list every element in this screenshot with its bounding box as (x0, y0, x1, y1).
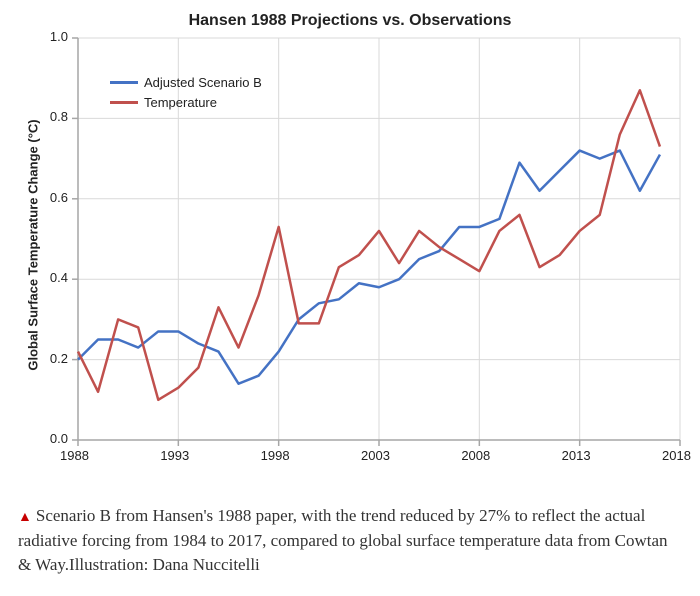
figure-container: Hansen 1988 Projections vs. Observations… (0, 0, 700, 596)
x-tick-label: 2018 (662, 448, 691, 463)
caption-text: Scenario B from Hansen's 1988 paper, wit… (18, 506, 668, 574)
y-tick-label: 0.4 (50, 270, 68, 285)
legend-swatch-1 (110, 101, 138, 104)
x-tick-label: 2013 (562, 448, 591, 463)
y-tick-label: 0.8 (50, 109, 68, 124)
chart-svg (0, 0, 700, 490)
x-tick-label: 1998 (261, 448, 290, 463)
x-tick-label: 2008 (461, 448, 490, 463)
x-tick-label: 1993 (160, 448, 189, 463)
x-tick-label: 2003 (361, 448, 390, 463)
legend-label-1: Temperature (144, 95, 217, 110)
legend-item-0: Adjusted Scenario B (110, 72, 262, 92)
legend-label-0: Adjusted Scenario B (144, 75, 262, 90)
x-tick-label: 1988 (60, 448, 89, 463)
y-tick-label: 0.6 (50, 190, 68, 205)
legend: Adjusted Scenario B Temperature (110, 72, 262, 112)
legend-swatch-0 (110, 81, 138, 84)
legend-item-1: Temperature (110, 92, 262, 112)
y-tick-label: 0.0 (50, 431, 68, 446)
caption-marker-icon: ▲ (18, 510, 32, 525)
y-tick-label: 1.0 (50, 29, 68, 44)
y-tick-label: 0.2 (50, 351, 68, 366)
chart-area: Hansen 1988 Projections vs. Observations… (0, 0, 700, 490)
caption: ▲Scenario B from Hansen's 1988 paper, wi… (0, 490, 700, 596)
